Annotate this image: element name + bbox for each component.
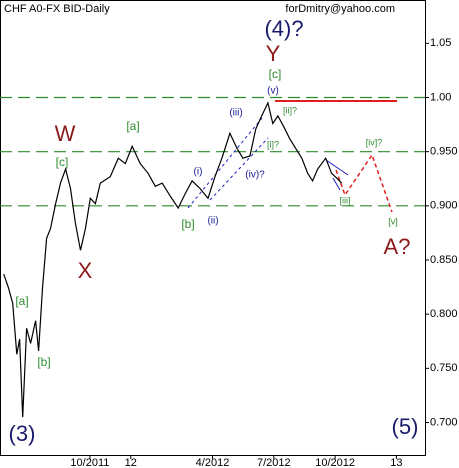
forecast-path xyxy=(335,153,393,213)
annotation: (iv)? xyxy=(245,170,265,181)
annotation: Y xyxy=(266,41,281,66)
x-tick-label: 7/2012 xyxy=(257,457,291,468)
y-tick-label: 1.00 xyxy=(430,91,451,103)
annotation: (5) xyxy=(392,414,419,439)
annotation: [c] xyxy=(269,67,282,81)
y-tick-label: 0.900 xyxy=(430,200,458,212)
x-tick-label: 10/2011 xyxy=(70,457,109,468)
annotation: (iii) xyxy=(229,108,242,119)
channel-line xyxy=(187,117,263,209)
annotation: X xyxy=(78,258,93,283)
annotation: (i) xyxy=(194,167,203,178)
y-tick-label: 0.800 xyxy=(430,308,458,320)
y-tick-label: 0.700 xyxy=(430,416,458,428)
annotation: A? xyxy=(384,234,411,259)
annotation: (3) xyxy=(9,421,36,446)
annotation: [a] xyxy=(15,294,28,308)
channel-line xyxy=(325,159,349,176)
annotation: [b] xyxy=(181,217,194,231)
annotation: (v) xyxy=(267,86,279,97)
y-tick-label: 0.750 xyxy=(430,362,458,374)
annotation: [iv]? xyxy=(366,137,383,147)
x-tick-label: 10/2012 xyxy=(315,457,355,468)
credit: forDmitry@yahoo.com xyxy=(285,3,395,15)
y-tick-label: 1.05 xyxy=(430,37,451,49)
x-tick-label: 13 xyxy=(390,457,402,468)
annotation: [iii] xyxy=(340,195,351,205)
x-tick-label: 4/2012 xyxy=(196,457,230,468)
annotation: (4)? xyxy=(264,16,303,41)
annotation: (ii) xyxy=(207,216,218,227)
chart-title: CHF A0-FX BID-Daily xyxy=(4,3,110,15)
annotation: [i]? xyxy=(267,139,279,149)
annotation: [a] xyxy=(126,119,139,133)
x-tick-label: 12 xyxy=(125,457,137,468)
annotation: W xyxy=(55,121,76,146)
y-tick-label: 0.850 xyxy=(430,254,458,266)
y-tick-label: 0.950 xyxy=(430,146,458,158)
annotation: [b] xyxy=(37,355,50,369)
annotation: [v] xyxy=(388,216,398,226)
plot-frame xyxy=(0,0,426,456)
annotation: [c] xyxy=(56,155,69,169)
channel-line xyxy=(332,177,341,191)
channel-line xyxy=(209,137,269,201)
price-line xyxy=(3,101,343,418)
annotation: [ii]? xyxy=(283,105,297,115)
